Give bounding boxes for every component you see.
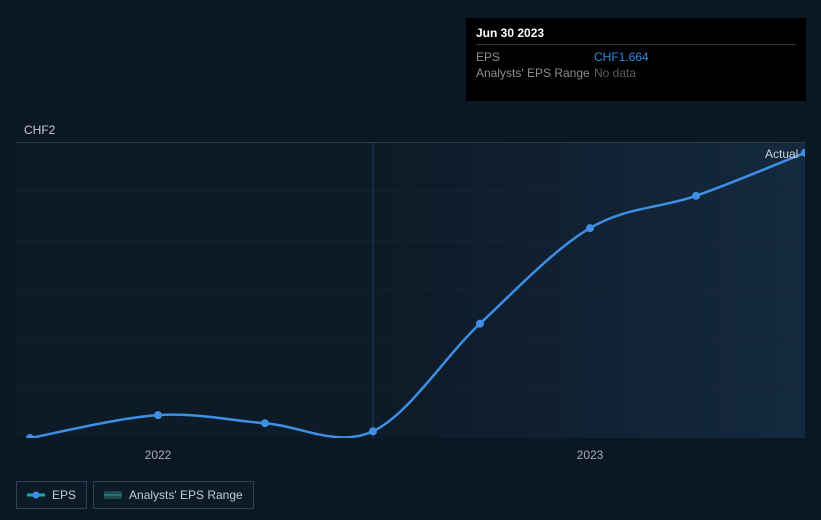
tooltip-row-label: EPS: [476, 50, 594, 64]
chart-tooltip: Jun 30 2023 EPSCHF1.664Analysts' EPS Ran…: [466, 18, 806, 101]
y-axis-label: CHF2: [24, 123, 55, 137]
x-axis-label: 2023: [577, 448, 604, 462]
tooltip-row: Analysts' EPS RangeNo data: [476, 65, 796, 81]
chart-plot-area[interactable]: [16, 142, 805, 438]
tooltip-row: EPSCHF1.664: [476, 49, 796, 65]
tooltip-row-value: CHF1.664: [594, 50, 649, 64]
tooltip-date: Jun 30 2023: [476, 26, 796, 45]
legend-swatch-icon: [104, 489, 122, 501]
legend-swatch-icon: [27, 489, 45, 501]
tooltip-row-label: Analysts' EPS Range: [476, 66, 594, 80]
legend-item-label: EPS: [52, 488, 76, 502]
legend-item-label: Analysts' EPS Range: [129, 488, 243, 502]
eps-chart: CHF2CHF0.9 Actual Jun 30 2023 EPSCHF1.66…: [0, 0, 821, 520]
x-axis-label: 2022: [145, 448, 172, 462]
tooltip-row-value: No data: [594, 66, 636, 80]
chart-legend: EPS Analysts' EPS Range: [16, 481, 254, 509]
legend-item[interactable]: EPS: [16, 481, 87, 509]
actual-region-label: Actual: [765, 147, 798, 161]
legend-item[interactable]: Analysts' EPS Range: [93, 481, 254, 509]
